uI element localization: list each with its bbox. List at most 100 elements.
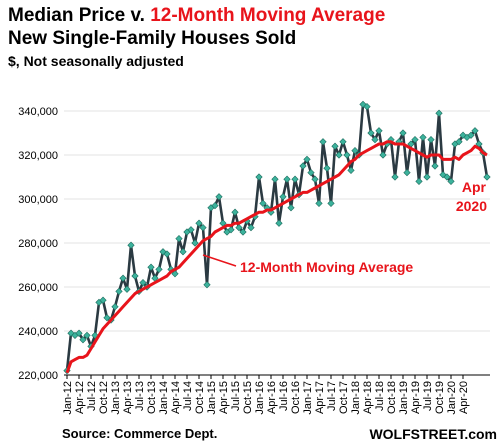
- data-point: [467, 131, 475, 139]
- x-tick-label: Oct-16: [290, 381, 302, 414]
- x-tick-label: Jan-16: [254, 381, 266, 415]
- data-point: [303, 155, 311, 164]
- data-point: [119, 274, 127, 282]
- data-point: [391, 173, 399, 181]
- data-point: [299, 162, 307, 170]
- x-tick-label: Oct-17: [338, 381, 350, 414]
- data-point: [259, 199, 267, 208]
- x-tick-label: Apr-16: [266, 381, 278, 414]
- data-point: [471, 127, 479, 135]
- data-point: [399, 129, 407, 137]
- data-point: [455, 138, 463, 146]
- chart-subtitle: New Single-Family Houses Sold: [8, 28, 297, 49]
- y-tick-label: 320,000: [18, 150, 58, 162]
- data-point: [83, 331, 91, 340]
- data-point: [99, 296, 107, 304]
- data-point: [203, 281, 211, 289]
- y-tick-label: 240,000: [18, 326, 58, 338]
- x-tick-label: Jan-18: [350, 381, 362, 415]
- x-tick-label: Oct-13: [146, 381, 158, 414]
- data-point: [271, 175, 279, 183]
- data-point: [311, 175, 319, 183]
- data-point: [423, 173, 431, 181]
- data-point: [139, 278, 147, 287]
- data-point: [431, 162, 439, 170]
- data-point: [291, 175, 299, 183]
- data-point: [147, 263, 155, 271]
- x-tick-label: Oct-15: [242, 381, 254, 414]
- data-point: [163, 250, 171, 258]
- x-tick-label: Jan-12: [62, 381, 74, 415]
- x-tick-label: Jul-19: [422, 381, 434, 411]
- data-point: [287, 204, 295, 212]
- data-point: [279, 193, 287, 201]
- x-tick-label: Oct-12: [98, 381, 110, 414]
- data-point: [215, 193, 223, 201]
- moving-average-line: [65, 140, 488, 374]
- data-point: [447, 177, 455, 186]
- data-point: [111, 303, 119, 311]
- data-point: [459, 131, 467, 139]
- data-point: [247, 223, 255, 232]
- x-tick-label: Jan-15: [206, 381, 218, 415]
- data-point: [239, 228, 247, 236]
- data-point: [231, 208, 239, 216]
- x-tick-label: Apr-19: [410, 381, 422, 414]
- data-point: [435, 109, 443, 117]
- data-point: [171, 270, 179, 278]
- source-note: Source: Commerce Dept.: [62, 426, 218, 441]
- data-point: [315, 199, 323, 208]
- data-point: [367, 129, 375, 137]
- data-point: [351, 146, 359, 155]
- data-point: [283, 175, 291, 183]
- y-tick-label: 280,000: [18, 238, 58, 250]
- x-tick-label: Jul-16: [278, 381, 290, 411]
- x-tick-label: Jul-14: [182, 381, 194, 411]
- chart-title: Median Price v. 12-Month Moving Average: [8, 4, 385, 27]
- x-tick-label: Apr-17: [314, 381, 326, 414]
- data-point: [363, 102, 371, 111]
- data-point: [191, 239, 199, 247]
- data-point: [175, 234, 183, 243]
- title-block: Median Price v. 12-Month Moving Average …: [8, 4, 385, 70]
- x-tick-label: Apr-20: [458, 381, 470, 414]
- data-point: [187, 226, 195, 234]
- data-point: [443, 173, 451, 181]
- median-price-markers: [63, 100, 491, 375]
- data-point: [179, 248, 187, 256]
- data-point: [319, 138, 327, 146]
- data-point: [415, 177, 423, 186]
- data-point: [411, 135, 419, 144]
- data-point: [375, 127, 383, 135]
- x-tick-label: Jul-15: [230, 381, 242, 411]
- data-point: [127, 241, 135, 249]
- chart-units: $, Not seasonally adjusted: [8, 53, 184, 69]
- data-point: [331, 142, 339, 150]
- x-tick-label: Jul-17: [326, 381, 338, 411]
- data-point: [403, 168, 411, 177]
- data-point: [379, 151, 387, 159]
- data-point: [419, 133, 427, 142]
- y-tick-label: 260,000: [18, 282, 58, 294]
- data-point: [347, 166, 355, 175]
- x-tick-label: Jul-13: [134, 381, 146, 411]
- data-point: [235, 223, 243, 232]
- x-axis: Jan-12 Apr-12 Jul-12 Oct-12 Jan-13 Apr-13 Jul-…: [62, 375, 470, 415]
- chart-title-part2: 12-Month Moving Average: [150, 5, 386, 26]
- data-point: [343, 151, 351, 159]
- x-tick-label: Jan-17: [302, 381, 314, 415]
- data-point: [123, 285, 131, 293]
- apr-2020-annotation-month: Apr: [462, 179, 487, 195]
- data-point: [211, 201, 219, 210]
- x-tick-label: Jul-12: [86, 381, 98, 411]
- x-tick-label: Apr-15: [218, 381, 230, 414]
- moving-average-leader-line: [202, 254, 237, 267]
- x-tick-label: Apr-14: [170, 381, 182, 414]
- data-point: [323, 164, 331, 172]
- x-tick-label: Apr-12: [74, 381, 86, 414]
- data-point: [307, 168, 315, 177]
- data-point: [75, 329, 83, 337]
- x-tick-label: Jan-14: [158, 381, 170, 415]
- data-point: [199, 223, 207, 232]
